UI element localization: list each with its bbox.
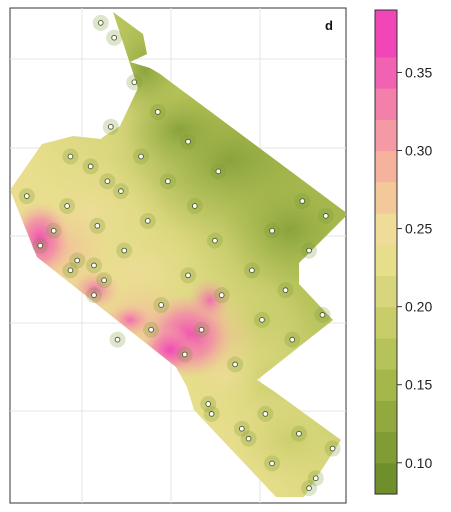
colorbar-band — [375, 10, 397, 58]
sample-point — [312, 475, 319, 482]
sample-point — [259, 317, 265, 323]
sample-point — [322, 213, 329, 219]
sample-point — [118, 188, 124, 195]
sample-point — [158, 302, 165, 308]
sample-point — [121, 247, 128, 254]
sample-point — [131, 79, 138, 86]
sample-point — [154, 109, 161, 115]
sample-point — [205, 401, 212, 407]
sample-point — [296, 430, 302, 437]
sample-point — [215, 168, 222, 175]
sample-point — [144, 218, 151, 224]
sample-point — [262, 411, 269, 417]
sample-point — [94, 222, 101, 229]
colorbar-tick-label: 0.25 — [405, 221, 432, 237]
colorbar-band — [375, 56, 397, 89]
sample-point — [185, 138, 191, 145]
panel-label: d — [325, 18, 333, 33]
sample-point — [87, 163, 94, 170]
sample-point — [107, 123, 114, 130]
sample-point — [74, 257, 81, 264]
sample-point — [101, 277, 107, 284]
sample-point — [208, 411, 215, 417]
sample-point — [249, 267, 255, 274]
sample-point — [282, 287, 289, 294]
sample-point — [91, 262, 97, 269]
sample-point — [306, 247, 312, 254]
colorbar-tick-label: 0.30 — [405, 143, 432, 159]
sample-point — [23, 193, 30, 199]
colorbar-band — [375, 244, 397, 277]
sample-point — [269, 460, 275, 467]
sample-point — [191, 203, 198, 209]
sample-points — [18, 14, 341, 497]
colorbar-tick-label: 0.20 — [405, 299, 432, 315]
colorbar-band — [375, 369, 397, 401]
sample-point — [218, 292, 225, 298]
sample-point — [114, 336, 121, 343]
colorbar — [374, 9, 398, 495]
sample-point — [238, 425, 245, 432]
sample-point — [299, 198, 306, 204]
sample-point — [245, 435, 252, 442]
sample-point — [165, 178, 171, 185]
colorbar-band — [375, 431, 397, 464]
colorbar-tick-label: 0.35 — [405, 64, 432, 80]
colorbar-frame — [374, 9, 398, 495]
sample-point — [185, 272, 191, 279]
sample-point — [269, 227, 275, 234]
sample-point — [91, 292, 97, 298]
sample-point — [319, 312, 326, 318]
sample-point — [97, 20, 104, 26]
sample-point — [232, 361, 238, 368]
colorbar-band — [375, 400, 397, 433]
sample-point — [181, 351, 188, 358]
colorbar-tick-label: 0.10 — [405, 455, 432, 471]
colorbar-band — [375, 150, 397, 183]
colorbar-tick-label: 0.15 — [405, 377, 432, 393]
colorbar-band — [375, 306, 397, 339]
colorbar-band — [375, 119, 397, 152]
sample-point — [37, 242, 44, 249]
sample-point — [67, 153, 74, 160]
colorbar-ticks: 0.10 0.15 0.20 0.25 0.30 0.35 — [397, 64, 432, 471]
colorbar-band — [375, 337, 397, 370]
colorbar-band — [375, 462, 397, 495]
sample-point — [104, 178, 111, 185]
sample-point — [148, 326, 154, 333]
sample-point — [306, 485, 312, 492]
sample-point — [198, 326, 205, 333]
sample-point — [64, 203, 70, 209]
sample-point — [289, 336, 296, 343]
colorbar-band — [375, 88, 397, 120]
colorbar-band — [375, 275, 397, 308]
sample-point — [212, 237, 218, 244]
colorbar-band — [375, 181, 397, 214]
sample-point — [329, 445, 336, 452]
sample-point — [50, 227, 57, 234]
sample-point — [67, 267, 74, 274]
sample-point — [111, 34, 118, 41]
sample-point — [138, 153, 144, 160]
colorbar-band — [375, 212, 397, 245]
